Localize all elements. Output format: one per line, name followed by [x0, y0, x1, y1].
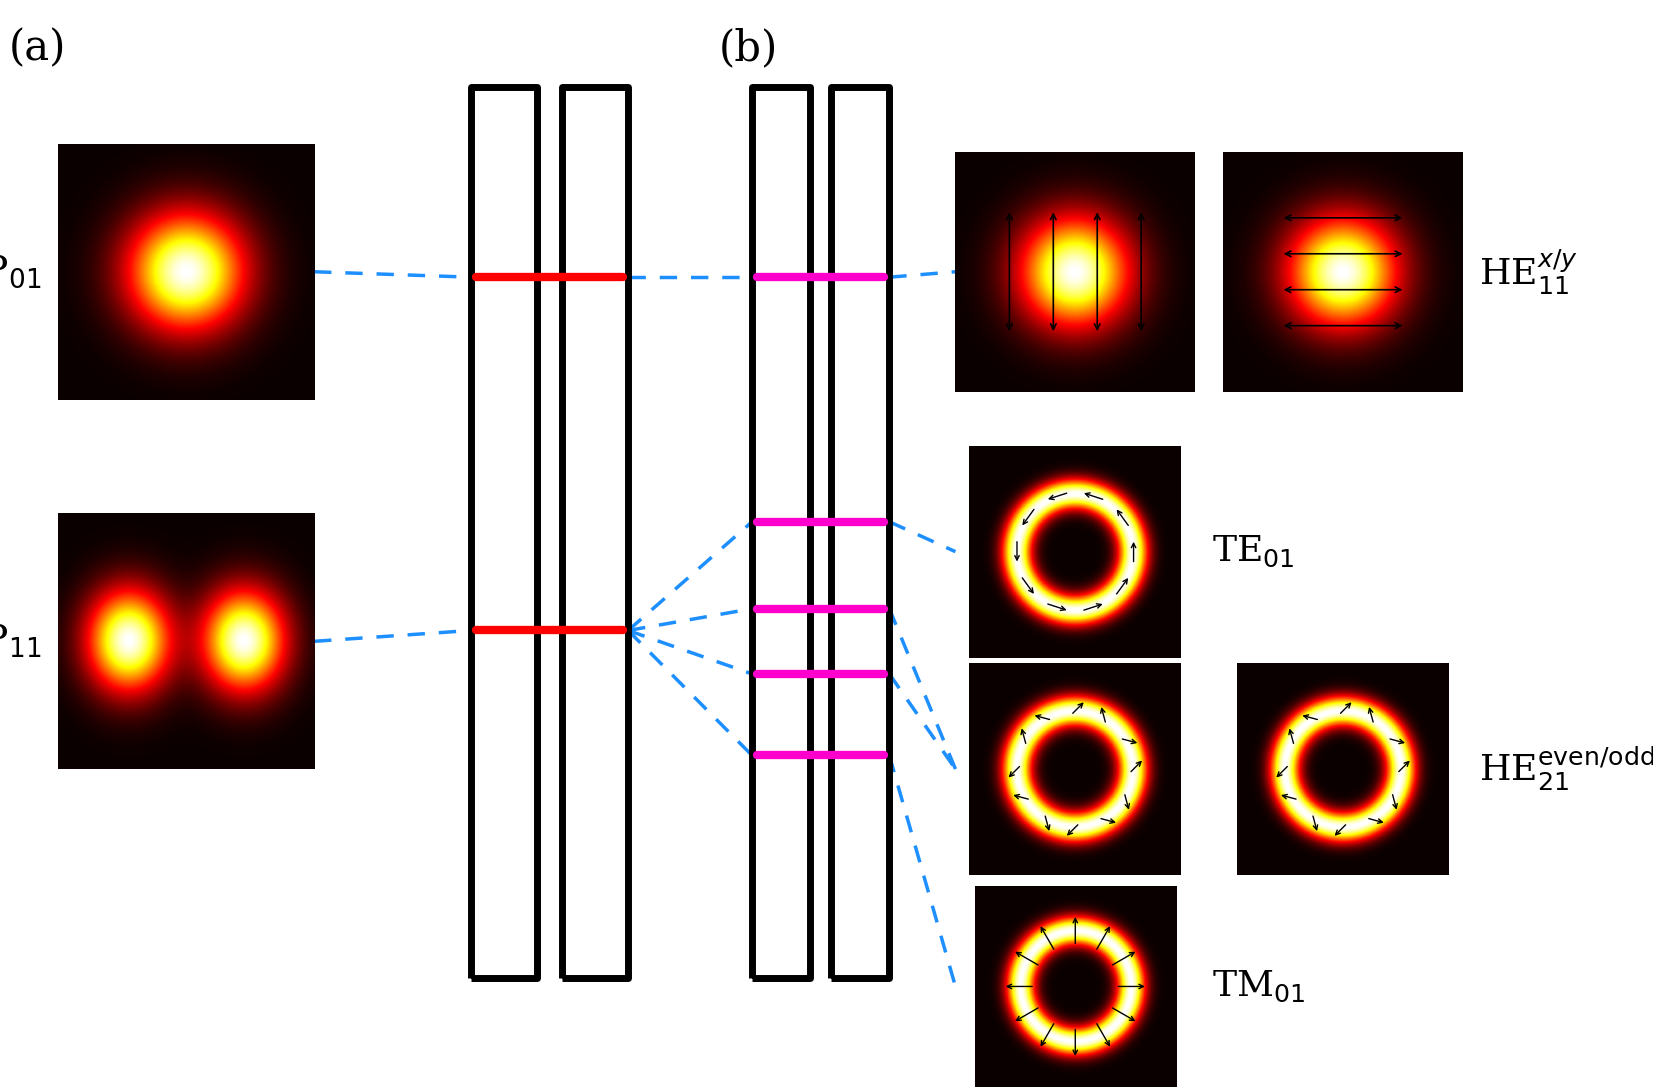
Text: HE$_{21}^{\rm even/odd}$: HE$_{21}^{\rm even/odd}$: [1479, 745, 1653, 794]
Text: TE$_{01}$: TE$_{01}$: [1212, 534, 1294, 570]
Text: LP$_{11}$: LP$_{11}$: [0, 623, 41, 660]
Text: HE$_{11}^{x/y}$: HE$_{11}^{x/y}$: [1479, 247, 1579, 297]
Text: LP$_{01}$: LP$_{01}$: [0, 253, 41, 290]
Text: (a): (a): [8, 27, 66, 70]
Text: (b): (b): [719, 27, 779, 70]
Text: TM$_{01}$: TM$_{01}$: [1212, 969, 1304, 1004]
